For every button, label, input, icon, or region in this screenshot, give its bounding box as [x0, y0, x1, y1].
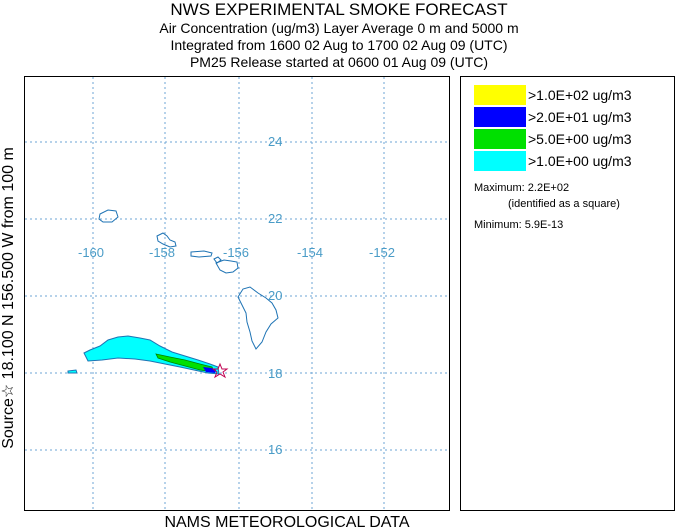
legend-entry-2: >2.0E+01 ug/m3 [528, 109, 632, 125]
lat-label-22: 22 [268, 211, 282, 226]
lat-label-24: 24 [268, 134, 282, 149]
legend-entry-3: >5.0E+00 ug/m3 [528, 131, 632, 147]
subtitle-integration: Integrated from 1600 02 Aug to 1700 02 A… [170, 37, 508, 53]
lat-label-16: 16 [268, 442, 282, 457]
graticule [25, 77, 449, 510]
legend-swatch-green [474, 129, 526, 149]
lon-label-154: -154 [297, 245, 323, 260]
lat-label-18: 18 [268, 366, 282, 381]
legend-swatch-yellow [474, 85, 526, 105]
subtitle-concentration: Air Concentration (ug/m3) Layer Average … [159, 20, 519, 36]
legend-swatch-blue [474, 107, 526, 127]
plume-small-patch [67, 369, 78, 374]
legend-maximum: Maximum: 2.2E+02 [474, 182, 570, 194]
island-oahu [156, 232, 177, 248]
lon-label-152: -152 [369, 245, 395, 260]
legend-max-note: (identified as a square) [508, 198, 620, 210]
source-star [211, 362, 229, 379]
legend-frame [460, 76, 675, 511]
coastlines [98, 209, 279, 350]
island-molokai [190, 250, 213, 258]
island-niihau [98, 209, 119, 223]
subtitle-release: PM25 Release started at 0600 01 Aug 09 (… [189, 54, 489, 70]
lat-label-20: 20 [268, 288, 282, 303]
map-frame [24, 76, 450, 511]
lon-label-160: -160 [78, 245, 104, 260]
legend-minimum: Minimum: 5.9E-13 [474, 219, 564, 231]
legend-entry-4: >1.0E+00 ug/m3 [528, 153, 632, 169]
map-title: NWS EXPERIMENTAL SMOKE FORECAST [170, 0, 508, 19]
lon-label-158: -158 [149, 245, 175, 260]
lon-label-156: -156 [223, 245, 249, 260]
legend-swatch-cyan [474, 151, 526, 171]
island-hawaii [237, 286, 279, 350]
footer-met-data: NAMS METEOROLOGICAL DATA [164, 514, 410, 531]
smoke-plume [67, 335, 229, 379]
island-maui [215, 259, 239, 274]
legend-entry-1: >1.0E+02 ug/m3 [528, 87, 632, 103]
island-lanai [213, 256, 222, 264]
